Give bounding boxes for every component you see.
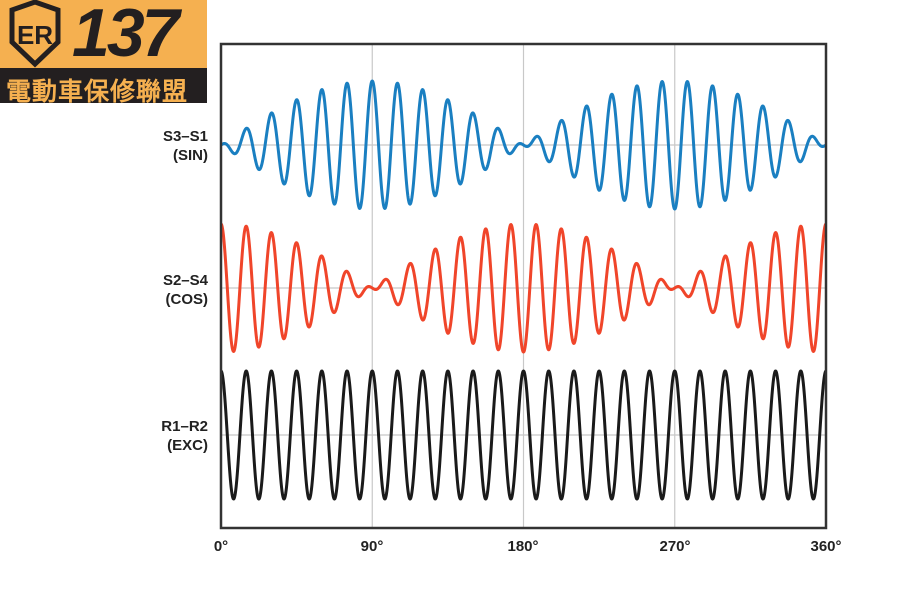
x-tick-270: 270° bbox=[659, 538, 691, 555]
logo: ER 137 電動車保修聯盟 bbox=[0, 0, 207, 106]
series-line-sin bbox=[219, 79, 828, 211]
logo-subtitle: 電動車保修聯盟 bbox=[6, 78, 189, 106]
svg-text:ER: ER bbox=[17, 20, 53, 50]
series-line-cos bbox=[219, 222, 828, 354]
series-line-constant bbox=[219, 369, 828, 501]
x-tick-0: 0° bbox=[213, 538, 229, 555]
x-tick-90: 90° bbox=[360, 538, 384, 555]
plot-frame bbox=[219, 42, 828, 530]
series-label-cos: S2–S4 (COS) bbox=[162, 272, 208, 308]
x-tick-360: 360° bbox=[810, 538, 842, 555]
series-label-sin: S3–S1 (SIN) bbox=[162, 128, 208, 164]
shield-logo-icon: ER bbox=[9, 0, 61, 68]
logo-number: 137 bbox=[72, 0, 179, 71]
series-label-exc: R1–R2 (EXC) bbox=[161, 418, 208, 454]
x-tick-180: 180° bbox=[507, 538, 539, 555]
